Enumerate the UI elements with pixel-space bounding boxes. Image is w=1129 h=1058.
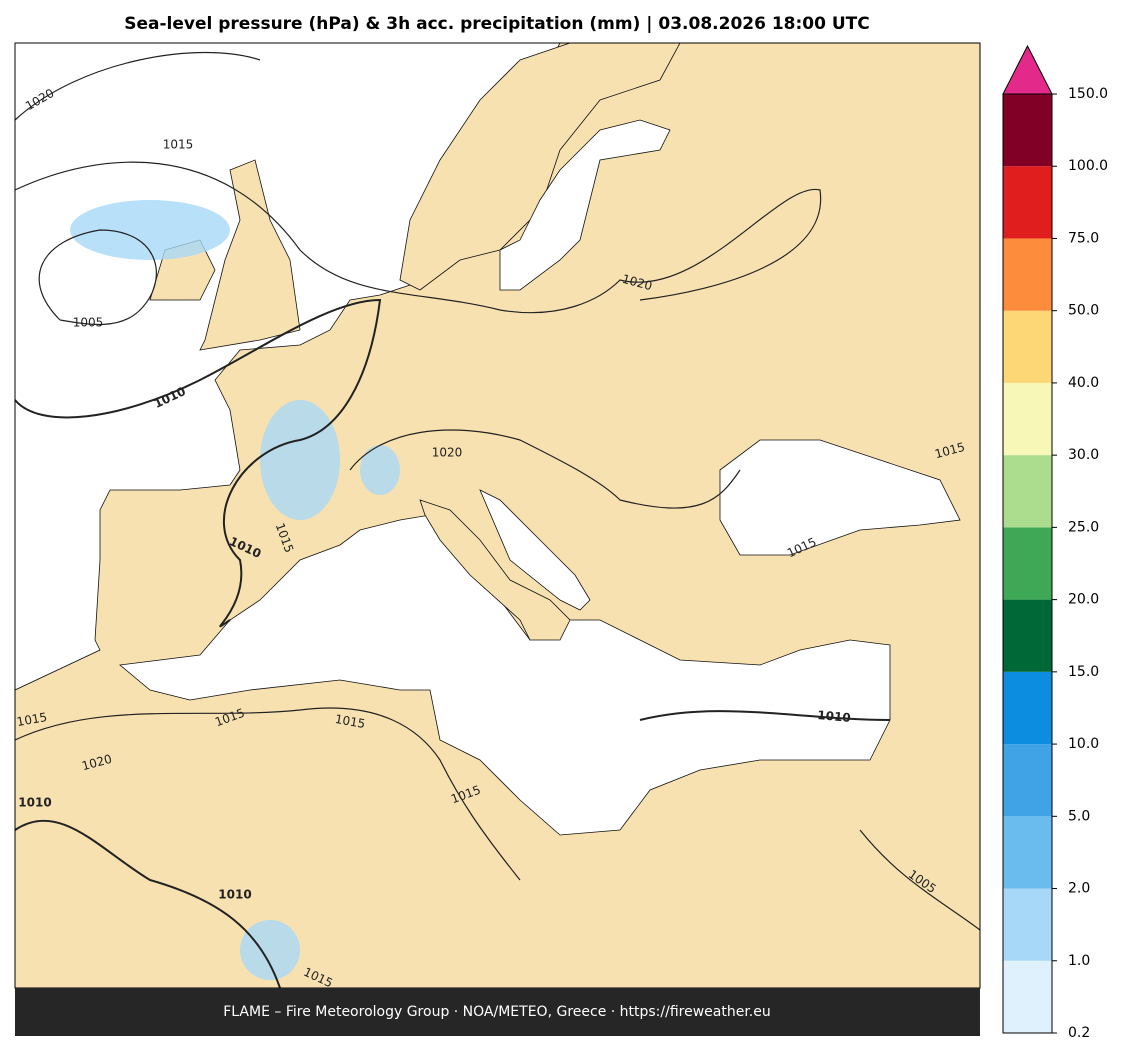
colorbar-segment (1003, 94, 1052, 167)
colorbar-segment (1003, 238, 1052, 311)
mediterranean (119, 514, 891, 836)
isobar-label: 1010 (18, 796, 51, 810)
colorbar-tick-label: 75.0 (1068, 230, 1099, 246)
colorbar-tick-label: 50.0 (1068, 303, 1099, 319)
precipitation (240, 920, 300, 980)
colorbar-tick-label: 2.0 (1068, 881, 1090, 897)
colorbar-segment (1003, 455, 1052, 528)
adriatic (479, 489, 591, 611)
colorbar-extension (1002, 44, 1053, 95)
isobar (15, 161, 822, 314)
isobar-label: 1020 (432, 446, 463, 460)
isobar-label: 1015 (163, 138, 194, 152)
precipitation (70, 200, 230, 260)
isobar (15, 298, 382, 628)
colorbar-tick-label: 20.0 (1068, 592, 1099, 608)
precipitation (360, 445, 400, 495)
precipitation (260, 400, 340, 520)
colorbar-segment (1003, 527, 1052, 600)
isobar-label: 1010 (817, 708, 851, 725)
colorbar-tick-label: 1.0 (1068, 953, 1090, 969)
colorbar-segment (1003, 166, 1052, 239)
colorbar-tick-label: 40.0 (1068, 375, 1099, 391)
colorbar-segment (1003, 671, 1052, 745)
colorbar-segment (1003, 960, 1052, 1033)
isobar (859, 829, 980, 931)
footer-bar (15, 988, 980, 1036)
italy (419, 499, 571, 641)
black-sea (719, 439, 961, 556)
colorbar-tick-label: 25.0 (1068, 519, 1099, 535)
colorbar-frame (1002, 93, 1053, 1034)
colorbar-segment (1003, 310, 1052, 383)
colorbar-tick-label: 30.0 (1068, 447, 1099, 463)
colorbar-tick-label: 100.0 (1068, 158, 1108, 174)
title: Sea-level pressure (hPa) & 3h acc. preci… (124, 14, 870, 34)
isobar (15, 707, 521, 881)
isobar-label: 1015 (334, 712, 367, 731)
isobar-label: 1010 (218, 888, 251, 902)
scandinavia (399, 43, 681, 291)
isobar (15, 51, 261, 121)
colorbar-tick-label: 5.0 (1068, 808, 1090, 824)
colorbar-segment (1003, 888, 1052, 961)
colorbar-segment (1003, 382, 1052, 456)
colorbar-tick-label: 10.0 (1068, 736, 1099, 752)
colorbar: 0.2 1.0 2.0 5.0 10.0 15.0 20.0 25.0 30.0 40.0 50.0… (1002, 44, 1108, 1041)
isobar-label: 1015 (16, 710, 49, 729)
colorbar-tick-label: 15.0 (1068, 664, 1099, 680)
baltic (499, 119, 671, 291)
isobar (15, 819, 281, 988)
map: 1020 1015 1005 1010 1020 1020 1015 1010 … (14, 42, 981, 1036)
isobar (349, 429, 741, 509)
colorbar-tick-label: 150.0 (1068, 86, 1108, 102)
colorbar-segment (1003, 599, 1052, 672)
colorbar-segment (1003, 744, 1052, 817)
colorbar-segment (1003, 816, 1052, 889)
isobar-label: 1005 (73, 316, 104, 330)
colorbar-tick-label: 0.2 (1068, 1025, 1090, 1041)
footer-text: FLAME – Fire Meteorology Group · NOA/MET… (223, 1004, 771, 1020)
isobar (38, 229, 157, 325)
britain (199, 159, 301, 351)
isobar (639, 710, 891, 721)
